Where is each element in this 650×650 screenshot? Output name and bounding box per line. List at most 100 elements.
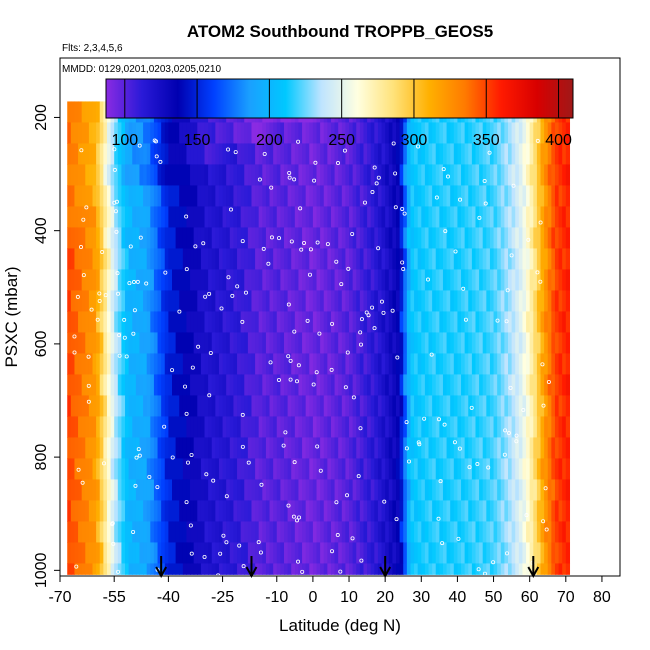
heatmap-cell	[128, 227, 133, 249]
heatmap-cell	[153, 458, 159, 480]
heatmap-cell	[533, 500, 538, 522]
heatmap-cell	[161, 248, 166, 270]
heatmap-cell	[399, 542, 404, 564]
heatmap-cell	[565, 500, 571, 522]
heatmap-cell	[377, 332, 383, 354]
heatmap-cell	[99, 500, 104, 522]
heatmap-cell	[399, 311, 404, 333]
heatmap-cell	[450, 563, 455, 575]
heatmap-cell	[406, 374, 412, 396]
heatmap-cell	[504, 542, 509, 564]
heatmap-cell	[208, 416, 213, 438]
observation-point	[72, 350, 77, 355]
heatmap-cell	[381, 206, 386, 228]
heatmap-cell	[515, 353, 520, 375]
heatmap-cell	[442, 542, 448, 564]
heatmap-cell	[164, 248, 169, 270]
heatmap-cell	[489, 269, 495, 291]
heatmap-cell	[305, 416, 310, 438]
heatmap-cell	[182, 248, 188, 270]
heatmap-cell	[414, 185, 419, 207]
heatmap-cell	[486, 164, 491, 186]
heatmap-cell	[103, 437, 108, 459]
heatmap-cell	[500, 332, 505, 354]
heatmap-cell	[316, 290, 321, 312]
heatmap-cell	[70, 248, 76, 270]
heatmap-cell	[258, 143, 263, 165]
heatmap-cell	[320, 353, 325, 375]
heatmap-cell	[88, 248, 94, 270]
observation-point	[381, 310, 386, 315]
heatmap-cell	[374, 521, 379, 543]
heatmap-cell	[74, 122, 79, 144]
x-tick-label: -40	[157, 589, 180, 606]
observation-point	[102, 461, 107, 466]
heatmap-cell	[551, 521, 556, 543]
heatmap-cell	[269, 395, 274, 417]
heatmap-cell	[193, 332, 198, 354]
heatmap-cell	[218, 164, 224, 186]
heatmap-cell	[526, 458, 531, 480]
heatmap-cell	[78, 122, 83, 144]
heatmap-cell	[237, 185, 242, 207]
heatmap-cell	[106, 563, 112, 575]
heatmap-cell	[269, 143, 274, 165]
heatmap-cell	[468, 311, 473, 333]
heatmap-cell	[244, 542, 249, 564]
heatmap-cell	[186, 248, 191, 270]
heatmap-cell	[179, 290, 184, 312]
heatmap-cell	[341, 563, 347, 575]
heatmap-cell	[482, 269, 487, 291]
heatmap-cell	[497, 311, 502, 333]
heatmap-cell	[273, 269, 278, 291]
heatmap-cell	[457, 122, 462, 144]
heatmap-cell	[99, 185, 104, 207]
heatmap-cell	[200, 290, 206, 312]
heatmap-cell	[479, 332, 484, 354]
heatmap-cell	[117, 521, 123, 543]
heatmap-cell	[432, 500, 437, 522]
heatmap-cell	[515, 143, 520, 165]
heatmap-cell	[67, 143, 72, 165]
heatmap-cell	[323, 332, 328, 354]
heatmap-cell	[370, 542, 375, 564]
heatmap-cell	[536, 248, 542, 270]
heatmap-cell	[341, 122, 347, 144]
heatmap-cell	[417, 353, 422, 375]
heatmap-cell	[139, 185, 144, 207]
heatmap-cell	[323, 248, 328, 270]
heatmap-cell	[305, 248, 310, 270]
heatmap-cell	[551, 185, 556, 207]
heatmap-cell	[247, 290, 253, 312]
heatmap-cell	[215, 416, 220, 438]
heatmap-cell	[479, 143, 484, 165]
observation-point	[81, 273, 86, 278]
heatmap-cell	[349, 500, 354, 522]
heatmap-cell	[99, 395, 104, 417]
heatmap-cell	[461, 479, 466, 501]
heatmap-cell	[526, 542, 531, 564]
heatmap-cell	[269, 542, 274, 564]
heatmap-cell	[125, 311, 130, 333]
heatmap-cell	[222, 521, 227, 543]
heatmap-cell	[74, 311, 79, 333]
heatmap-cell	[554, 374, 560, 396]
heatmap-cell	[117, 332, 123, 354]
heatmap-cell	[128, 269, 133, 291]
observation-point	[376, 246, 381, 251]
heatmap-cell	[392, 479, 397, 501]
heatmap-cell	[522, 479, 527, 501]
heatmap-cell	[309, 563, 314, 575]
heatmap-cell	[175, 122, 180, 144]
heatmap-cell	[240, 311, 245, 333]
heatmap-cell	[294, 227, 300, 249]
heatmap-cell	[78, 101, 83, 123]
heatmap-cell	[247, 479, 253, 501]
heatmap-cell	[110, 269, 115, 291]
heatmap-cell	[554, 542, 560, 564]
heatmap-cell	[168, 437, 173, 459]
heatmap-cell	[229, 353, 235, 375]
heatmap-cell	[414, 332, 419, 354]
heatmap-cell	[497, 185, 502, 207]
heatmap-cell	[204, 416, 209, 438]
